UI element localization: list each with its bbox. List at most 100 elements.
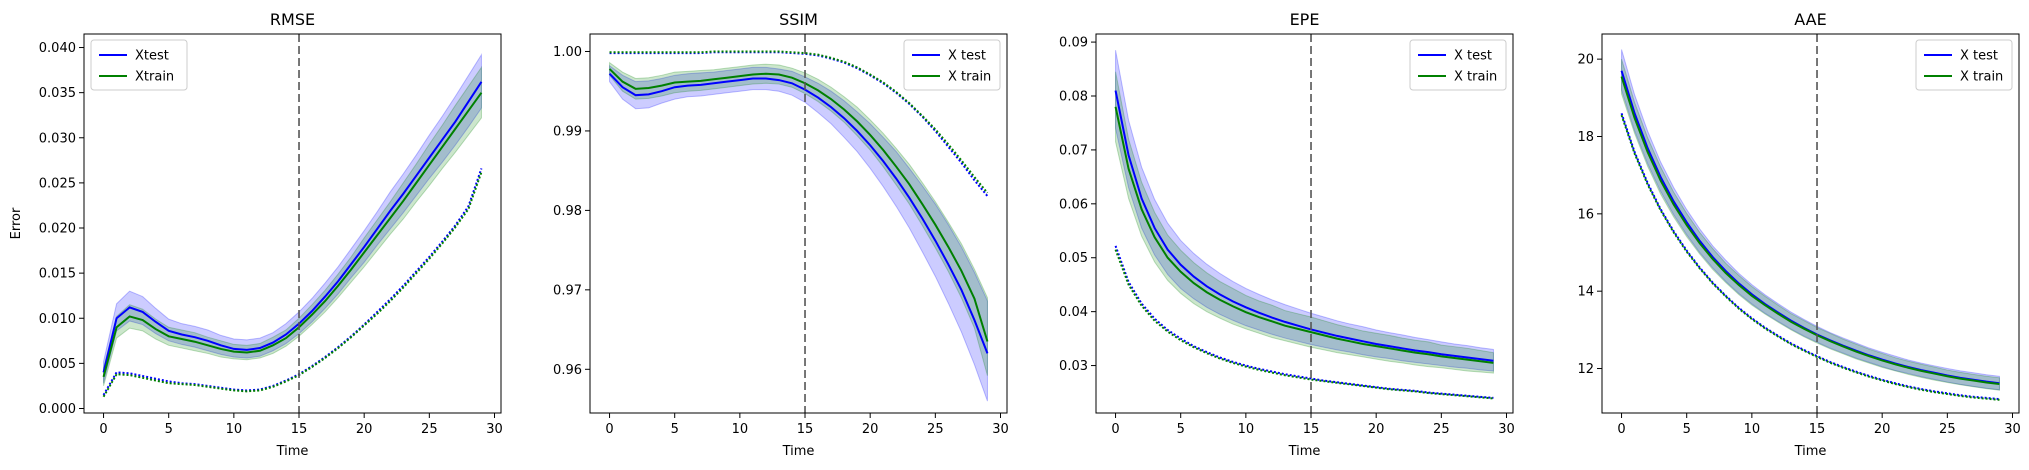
y-tick-label: 16	[1577, 207, 1594, 222]
x-tick-label: 15	[797, 422, 814, 437]
legend: X test X train	[1915, 39, 2013, 91]
x-tick-label: 10	[732, 422, 749, 437]
legend-label-test: X test	[1960, 49, 1998, 64]
y-tick-label: 0.06	[1059, 197, 1088, 212]
legend-label-train: X train	[948, 70, 991, 85]
legend-box	[903, 39, 1001, 91]
mean-line-test	[102, 81, 483, 373]
y-tick-label: 1.00	[553, 45, 582, 60]
dotted-curve-test	[1114, 245, 1494, 399]
y-tick-label: 0.03	[1059, 359, 1088, 374]
x-tick-label: 15	[1303, 422, 1320, 437]
axes-frame	[1601, 33, 2020, 414]
x-tick-label: 0	[605, 422, 613, 437]
x-tick-label: 10	[1744, 422, 1761, 437]
confidence-band-train	[1115, 71, 1494, 374]
chart-panel-rmse: 0 5 10 15 20 25 30 0.000 0.005 0.010 0.015 0.020 0.0…	[9, 10, 503, 459]
x-tick-label: 25	[927, 422, 944, 437]
y-tick-label: 0.07	[1059, 143, 1088, 158]
x-tick-label: 15	[1809, 422, 1826, 437]
y-tick-label: 18	[1577, 130, 1594, 145]
x-tick-label: 30	[1498, 422, 1515, 437]
axes-frame	[1095, 33, 1514, 414]
y-tick-label: 12	[1577, 362, 1594, 377]
x-tick-label: 5	[1177, 422, 1185, 437]
legend-label-train: X train	[1454, 70, 1497, 85]
x-tick-label: 0	[1617, 422, 1625, 437]
mean-line-test	[1114, 90, 1494, 362]
axes-frame	[589, 33, 1008, 414]
y-tick-label: 14	[1577, 285, 1594, 300]
y-tick-label: 20	[1577, 53, 1594, 68]
y-tick-label: 0.04	[1059, 305, 1088, 320]
x-axis-label: Time	[276, 444, 309, 459]
legend-box	[1915, 39, 2013, 91]
x-tick-label: 10	[1238, 422, 1255, 437]
mean-line-train	[1114, 106, 1494, 364]
x-tick-label: 20	[1874, 422, 1891, 437]
y-tick-label: 0.015	[39, 267, 76, 282]
legend: Xtest Xtrain	[90, 39, 188, 91]
mean-line-train	[1620, 76, 2000, 385]
mean-line-test	[608, 73, 989, 354]
y-tick-label: 0.035	[39, 86, 76, 101]
plot-area	[1620, 34, 2000, 413]
legend-box	[90, 39, 188, 91]
y-tick-label: 0.030	[39, 131, 76, 146]
mean-line-train	[608, 68, 989, 342]
y-tick-label: 0.05	[1059, 251, 1088, 266]
x-tick-label: 25	[421, 422, 438, 437]
legend-label-train: X train	[1960, 70, 2003, 85]
plot-area	[102, 34, 483, 413]
confidence-band-test	[609, 64, 988, 402]
plot-area	[608, 34, 989, 413]
x-tick-label: 20	[356, 422, 373, 437]
confidence-band-test	[1115, 50, 1494, 372]
chart-title: RMSE	[270, 10, 315, 29]
y-tick-label: 0.020	[39, 222, 76, 237]
axes-frame	[83, 33, 502, 414]
dotted-curve-train	[102, 171, 483, 398]
legend-label-test: X test	[948, 49, 986, 64]
x-axis-label: Time	[782, 444, 815, 459]
x-tick-label: 30	[992, 422, 1009, 437]
x-axis-label: Time	[1288, 444, 1321, 459]
legend-label-test: X test	[1454, 49, 1492, 64]
y-tick-label: 0.040	[39, 41, 76, 56]
y-tick-label: 0.98	[553, 204, 582, 219]
confidence-band-test	[1621, 49, 2000, 391]
legend-box	[1409, 39, 1507, 91]
y-tick-label: 0.99	[553, 124, 582, 139]
confidence-band-train	[103, 65, 482, 387]
legend-label-test: Xtest	[135, 49, 169, 64]
chart-panel-aae: 0 5 10 15 20 25 30 12 14 16 18 20 AAE Time X test X tra…	[1577, 10, 2020, 459]
x-tick-label: 25	[1433, 422, 1450, 437]
dotted-curve-test	[102, 168, 483, 396]
dotted-curve-test	[1620, 112, 2000, 401]
x-tick-label: 0	[99, 422, 107, 437]
plot-area	[1114, 34, 1494, 413]
y-tick-label: 0.000	[39, 402, 76, 417]
x-axis-label: Time	[1794, 444, 1827, 459]
chart-title: EPE	[1290, 10, 1320, 29]
y-tick-label: 0.09	[1059, 36, 1088, 51]
chart-panel-ssim: 0 5 10 15 20 25 30 0.96 0.97 0.98 0.99 1.00 SSIM Time…	[553, 10, 1009, 459]
x-tick-label: 0	[1111, 422, 1119, 437]
y-tick-label: 0.08	[1059, 89, 1088, 104]
x-tick-label: 15	[291, 422, 308, 437]
y-tick-label: 0.97	[553, 283, 582, 298]
x-tick-label: 25	[1939, 422, 1956, 437]
dotted-curve-train	[1620, 114, 2000, 401]
chart-panel-epe: 0 5 10 15 20 25 30 0.03 0.04 0.05 0.06 0.07 0.08 0.09…	[1059, 10, 1515, 459]
y-axis-label: Error	[9, 207, 24, 239]
chart-title: SSIM	[779, 10, 818, 29]
chart-title: AAE	[1794, 10, 1826, 29]
legend-label-train: Xtrain	[135, 70, 174, 85]
legend: X test X train	[1409, 39, 1507, 91]
y-tick-label: 0.010	[39, 312, 76, 327]
mean-line-train	[102, 92, 483, 378]
x-tick-label: 30	[2004, 422, 2021, 437]
dotted-curve-train	[609, 50, 989, 194]
x-tick-label: 5	[165, 422, 173, 437]
